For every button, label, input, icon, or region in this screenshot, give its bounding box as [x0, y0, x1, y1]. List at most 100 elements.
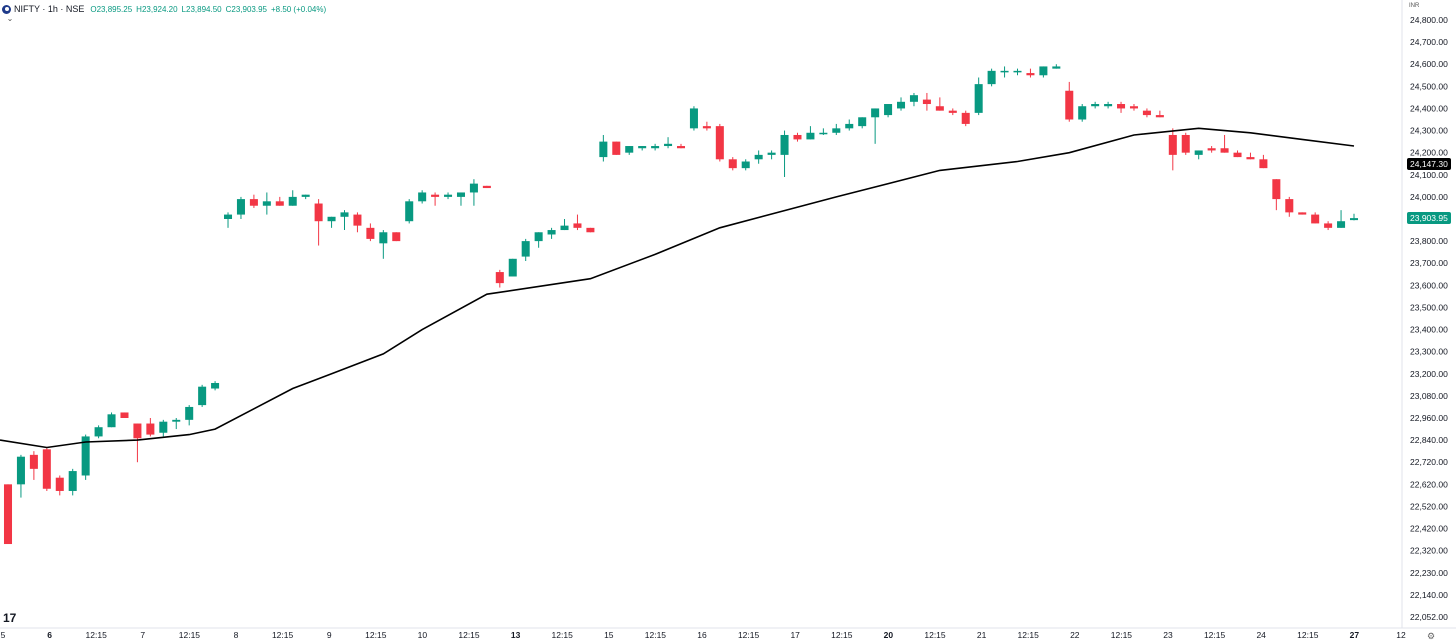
- candle-up[interactable]: [625, 146, 634, 153]
- candle-up[interactable]: [456, 192, 465, 197]
- candle-up[interactable]: [832, 128, 841, 133]
- candle-down[interactable]: [482, 185, 491, 189]
- candle-down[interactable]: [249, 199, 258, 206]
- candle-up[interactable]: [1013, 70, 1022, 73]
- candle-down[interactable]: [948, 110, 957, 113]
- candle-up[interactable]: [159, 421, 168, 433]
- candle-up[interactable]: [327, 216, 336, 222]
- candle-up[interactable]: [560, 225, 569, 231]
- candle-up[interactable]: [224, 214, 233, 219]
- candle-up[interactable]: [379, 232, 388, 244]
- candle-up[interactable]: [534, 232, 543, 242]
- candle-up[interactable]: [689, 108, 698, 129]
- candle-down[interactable]: [573, 223, 582, 228]
- candle-down[interactable]: [431, 194, 440, 197]
- candle-down[interactable]: [715, 126, 724, 160]
- candle-down[interactable]: [676, 146, 686, 149]
- candle-up[interactable]: [845, 123, 854, 129]
- candle-up[interactable]: [638, 146, 647, 149]
- candle-up[interactable]: [521, 241, 530, 257]
- candle-up[interactable]: [340, 212, 349, 217]
- candle-down[interactable]: [1117, 104, 1126, 109]
- candle-down[interactable]: [961, 112, 970, 124]
- price-axis[interactable]: 24,800.00 24,700.00 24,600.00 24,500.00 24,4…: [1410, 15, 1448, 622]
- candle-up[interactable]: [1000, 70, 1009, 73]
- candle-down[interactable]: [42, 449, 51, 489]
- candle-up[interactable]: [651, 146, 660, 149]
- candle-up[interactable]: [819, 132, 828, 135]
- candle-down[interactable]: [793, 134, 802, 140]
- candle-down[interactable]: [1026, 73, 1035, 76]
- candle-down[interactable]: [495, 272, 504, 284]
- candle-up[interactable]: [599, 141, 608, 158]
- candle-up[interactable]: [236, 199, 245, 215]
- candle-down[interactable]: [29, 454, 38, 469]
- time-axis[interactable]: 5 6 12:15 7 12:15 8 12:15 9 12:15 10 12:15 13 12:15 1…: [1, 630, 1406, 640]
- candle-down[interactable]: [133, 423, 142, 439]
- candle-up[interactable]: [198, 386, 207, 406]
- candle-up[interactable]: [664, 143, 673, 147]
- candle-up[interactable]: [301, 194, 310, 197]
- candle-up[interactable]: [1052, 66, 1061, 69]
- candle-down[interactable]: [1065, 90, 1074, 120]
- candle-up[interactable]: [987, 70, 996, 85]
- candle-up[interactable]: [806, 132, 815, 140]
- candle-up[interactable]: [172, 419, 181, 422]
- candle-down[interactable]: [1233, 152, 1242, 158]
- candle-up[interactable]: [1194, 150, 1203, 155]
- candle-up[interactable]: [974, 84, 983, 113]
- candle-down[interactable]: [1311, 214, 1320, 224]
- candle-up[interactable]: [262, 201, 271, 206]
- candle-up[interactable]: [469, 183, 478, 193]
- candle-down[interactable]: [922, 99, 931, 105]
- candle-down[interactable]: [275, 201, 284, 206]
- candle-up[interactable]: [858, 117, 867, 127]
- candle-down[interactable]: [1285, 199, 1294, 213]
- candle-down[interactable]: [1272, 179, 1281, 200]
- candle-up[interactable]: [508, 258, 517, 277]
- candle-up[interactable]: [418, 192, 427, 202]
- candle-down[interactable]: [702, 126, 711, 129]
- candle-up[interactable]: [211, 382, 220, 389]
- candle-up[interactable]: [444, 194, 453, 197]
- candle-down[interactable]: [1246, 157, 1255, 160]
- candle-down[interactable]: [120, 412, 129, 418]
- candle-down[interactable]: [1220, 148, 1229, 153]
- candle-down[interactable]: [146, 423, 155, 435]
- candle-up[interactable]: [1039, 66, 1048, 76]
- candle-up[interactable]: [871, 108, 880, 118]
- candle-down[interactable]: [1155, 115, 1164, 118]
- candle-down[interactable]: [1298, 212, 1307, 215]
- candle-down[interactable]: [935, 106, 944, 111]
- symbol-title[interactable]: NIFTY · 1h · NSE: [14, 4, 85, 14]
- candle-up[interactable]: [68, 471, 77, 491]
- candle-up[interactable]: [547, 230, 556, 235]
- candle-up[interactable]: [741, 161, 750, 169]
- candle-down[interactable]: [612, 141, 621, 155]
- candle-up[interactable]: [884, 104, 893, 116]
- candle-down[interactable]: [353, 214, 362, 226]
- candle-down[interactable]: [1181, 134, 1190, 153]
- candle-up[interactable]: [1337, 221, 1346, 228]
- candle-up[interactable]: [94, 427, 103, 437]
- candle-down[interactable]: [3, 484, 13, 545]
- candle-down[interactable]: [366, 227, 375, 239]
- candle-down[interactable]: [392, 232, 401, 242]
- candle-up[interactable]: [1104, 104, 1113, 107]
- candle-up[interactable]: [1091, 104, 1100, 107]
- candle-down[interactable]: [586, 227, 595, 233]
- candle-up[interactable]: [767, 152, 776, 155]
- candle-down[interactable]: [728, 159, 737, 169]
- candle-down[interactable]: [1259, 159, 1268, 169]
- candle-down[interactable]: [1168, 134, 1177, 155]
- candle-down[interactable]: [1207, 148, 1216, 151]
- candle-up[interactable]: [909, 95, 918, 102]
- candle-up[interactable]: [1078, 106, 1087, 120]
- candle-up[interactable]: [185, 406, 194, 420]
- tradingview-logo-icon[interactable]: 17: [3, 611, 17, 625]
- candle-up[interactable]: [754, 154, 763, 160]
- candle-up[interactable]: [1349, 218, 1359, 221]
- candle-up[interactable]: [780, 134, 789, 155]
- candle-up[interactable]: [897, 101, 906, 109]
